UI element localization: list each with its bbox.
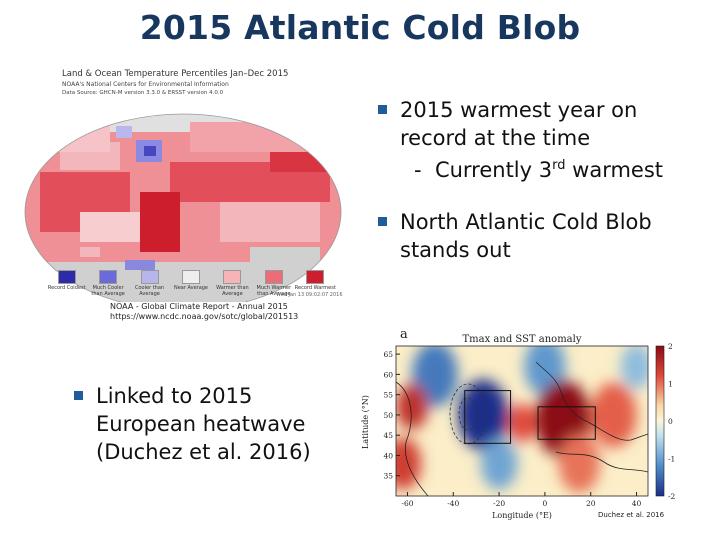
map-title: Land & Ocean Temperature Percentiles Jan… [62,69,288,79]
heatmap-plot-area [396,346,648,496]
map-legend-item: Cooler than Average [129,270,170,297]
y-tick-label: 60 [383,370,393,379]
sub-bullet-third-warmest: - Currently 3rd warmest [378,152,698,184]
map-legend-swatch [223,270,242,284]
map-legend-item: Much Warmer than Average [253,270,294,297]
colorbar-tick-label: -1 [668,455,675,464]
bullet-cold-blob-text: North Atlantic Cold Blob stands out [400,210,652,262]
map-legend-label: Much Warmer than Average [256,285,292,297]
colorbar-tick-label: 2 [668,342,673,351]
map-legend-label: Record Warmest [294,285,336,291]
y-tick-label: 45 [383,431,393,440]
map-legend-swatch [181,270,200,284]
map-legend-item: Record Coldest [46,270,87,291]
map-legend-label: Cooler than Average [135,285,165,297]
bullets-right: 2015 warmest year on record at the time … [378,96,698,264]
bullet-cold-blob: North Atlantic Cold Blob stands out [378,208,698,264]
sub-bullet-dash: - [414,158,422,182]
x-tick-label: 20 [586,499,596,508]
map-legend-swatch [57,270,76,284]
map-legend-swatch [264,270,283,284]
x-tick-label: -60 [401,499,413,508]
map-legend-label: Record Coldest [47,285,86,291]
cold-region-box [464,390,512,444]
noaa-percentile-map: Land & Ocean Temperature Percentiles Jan… [20,62,350,311]
sub-bullet-tail: warmest [565,158,664,182]
heatmap-caption: Duchez et al. 2016 [598,511,665,519]
bullet-heatwave-text: Linked to 2015 European heatwave (Duchez… [96,384,311,464]
map-legend-swatch [306,270,325,284]
map-subtitle-1: NOAA's National Centers for Environmenta… [62,81,229,88]
anomaly-blob [558,434,600,493]
map-legend-swatch [140,270,159,284]
anomaly-blob [457,379,509,451]
slide-title: 2015 Atlantic Cold Blob [139,8,581,47]
y-tick-label: 50 [383,411,393,420]
heatmap-title: Tmax and SST anomaly [462,334,581,345]
panel-label: a [400,327,408,342]
map-legend-item: Much Cooler than Average [87,270,128,297]
heatmap-x-axis-label: Longitude (°E) [492,511,552,520]
heatmap-y-axis-label: Latitude (°N) [361,395,370,449]
map-legend-label: Warmer than Average [216,285,249,297]
tmax-sst-anomaly-figure: a Tmax and SST anomaly -60 -40 -20 0 20 40 35… [356,322,686,522]
anomaly-blob [508,403,536,443]
map-legend-item: Near Average [170,270,211,291]
map-version-note: Wed Jan 13 09:02:07 2016 [276,292,343,298]
map-caption-line-2: https://www.ncdc.noaa.gov/sotc/global/20… [110,312,299,321]
bullet-square-icon [74,391,83,400]
x-tick-label: 0 [543,499,548,508]
colorbar-tick-label: -2 [668,492,676,501]
anomaly-blob [396,437,422,490]
y-tick-label: 35 [383,472,393,481]
colorbar [655,345,665,497]
map-subtitle-2: Data Source: GHCN-M version 3.3.0 & ERSS… [62,90,224,96]
anomaly-blob [396,384,429,430]
bullet-heatwave: Linked to 2015 European heatwave (Duchez… [74,382,334,466]
anomaly-blob [620,346,648,389]
y-tick-label: 55 [383,391,393,400]
map-caption-source: NOAA - Global Climate Report - Annual 20… [110,302,298,322]
heatmap-svg: a Tmax and SST anomaly -60 -40 -20 0 20 40 35… [361,327,676,520]
bullet-warmest-year: 2015 warmest year on record at the time [378,96,698,152]
bullet-square-icon [378,217,387,226]
y-tick-label: 40 [383,451,393,460]
bullets-left: Linked to 2015 European heatwave (Duchez… [74,382,334,466]
map-legend-label: Much Cooler than Average [91,285,125,297]
map-caption-line-1: NOAA - Global Climate Report - Annual 20… [110,302,288,311]
anomaly-blob [480,437,518,490]
bullet-square-icon [378,105,387,114]
x-tick-label: -20 [493,499,505,508]
bullet-warmest-text: 2015 warmest year on record at the time [400,98,638,150]
warm-region-box [537,406,596,440]
x-tick-label: -40 [447,499,459,508]
map-legend-item: Warmer than Average [212,270,253,297]
map-legend-label: Near Average [173,285,209,291]
map-legend: Record Coldest Much Cooler than Average Co… [46,270,336,302]
y-tick-label: 65 [383,350,393,359]
sub-bullet-sup: rd [552,158,566,173]
colorbar-tick-label: 0 [668,417,673,426]
x-tick-label: 40 [632,499,642,508]
anomaly-blob [590,382,637,448]
sub-bullet-text: Currently 3 [434,158,553,182]
map-legend-swatch [99,270,118,284]
map-legend-item: Record Warmest [295,270,336,291]
colorbar-tick-label: 1 [668,380,673,389]
noaa-map-svg: Land & Ocean Temperature Percentiles Jan… [20,62,350,311]
